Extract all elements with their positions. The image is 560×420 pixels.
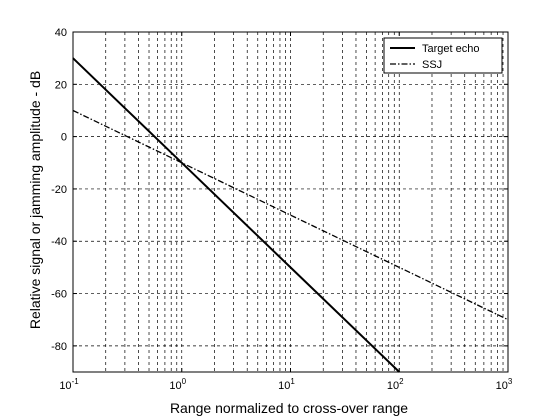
series-layer — [72, 57, 509, 373]
x-axis-label: Range normalized to cross-over range — [170, 400, 408, 416]
x-tick-label: 101 — [278, 377, 295, 392]
legend: Target echo SSJ — [383, 37, 503, 74]
y-tick-label: -20 — [51, 184, 67, 196]
y-axis-label: Relative signal or jamming amplitude - d… — [27, 71, 43, 329]
y-tick-label: -80 — [51, 341, 67, 353]
y-tick-label: 20 — [55, 79, 67, 91]
grid — [73, 32, 508, 372]
y-tick-label: 40 — [55, 27, 67, 39]
ticks: -80 -60 -40 -20 0 20 40 10-1 100 101 102 103 — [51, 27, 513, 392]
y-tick-label: -40 — [51, 236, 67, 248]
legend-label-ssj: SSJ — [422, 59, 442, 71]
legend-box — [383, 37, 503, 74]
x-tick-label: 10-1 — [59, 377, 79, 392]
legend-label-target-echo: Target echo — [422, 43, 479, 55]
y-tick-label: -60 — [51, 289, 67, 301]
x-tick-label: 102 — [387, 377, 404, 392]
series-line-target-echo — [72, 57, 400, 373]
x-tick-label: 100 — [169, 377, 186, 392]
y-tick-label: 0 — [61, 132, 67, 144]
x-tick-label: 103 — [496, 377, 513, 392]
